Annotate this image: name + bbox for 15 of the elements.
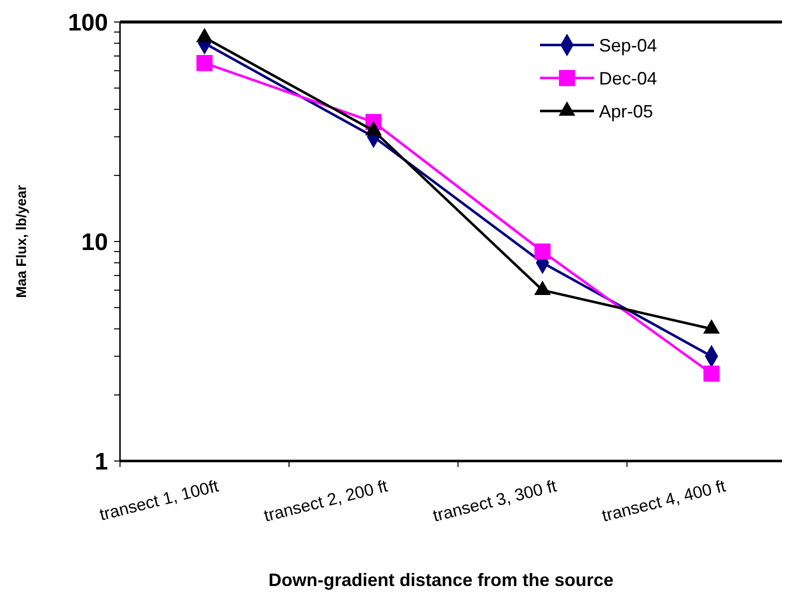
legend-label: Sep-04 <box>599 35 658 56</box>
point <box>196 55 213 72</box>
x-tick-label: transect 1, 100ft <box>98 476 221 524</box>
y-tick-label: 10 <box>81 228 108 256</box>
x-tick-label: transect 2, 200 ft <box>262 476 390 526</box>
legend-label: Dec-04 <box>599 68 658 88</box>
y-tick-label: 1 <box>94 448 108 476</box>
x-tick-label: transect 4, 400 ft <box>600 476 728 526</box>
y-tick-label: 100 <box>68 9 108 36</box>
y-axis-title: Maa Flux, lb/year <box>13 184 29 298</box>
legend-label: Apr-05 <box>599 101 654 122</box>
point <box>534 243 551 260</box>
x-axis-title: Down-gradient distance from the source <box>268 570 614 590</box>
point <box>703 366 720 382</box>
x-tick-label: transect 3, 300 ft <box>430 476 559 526</box>
